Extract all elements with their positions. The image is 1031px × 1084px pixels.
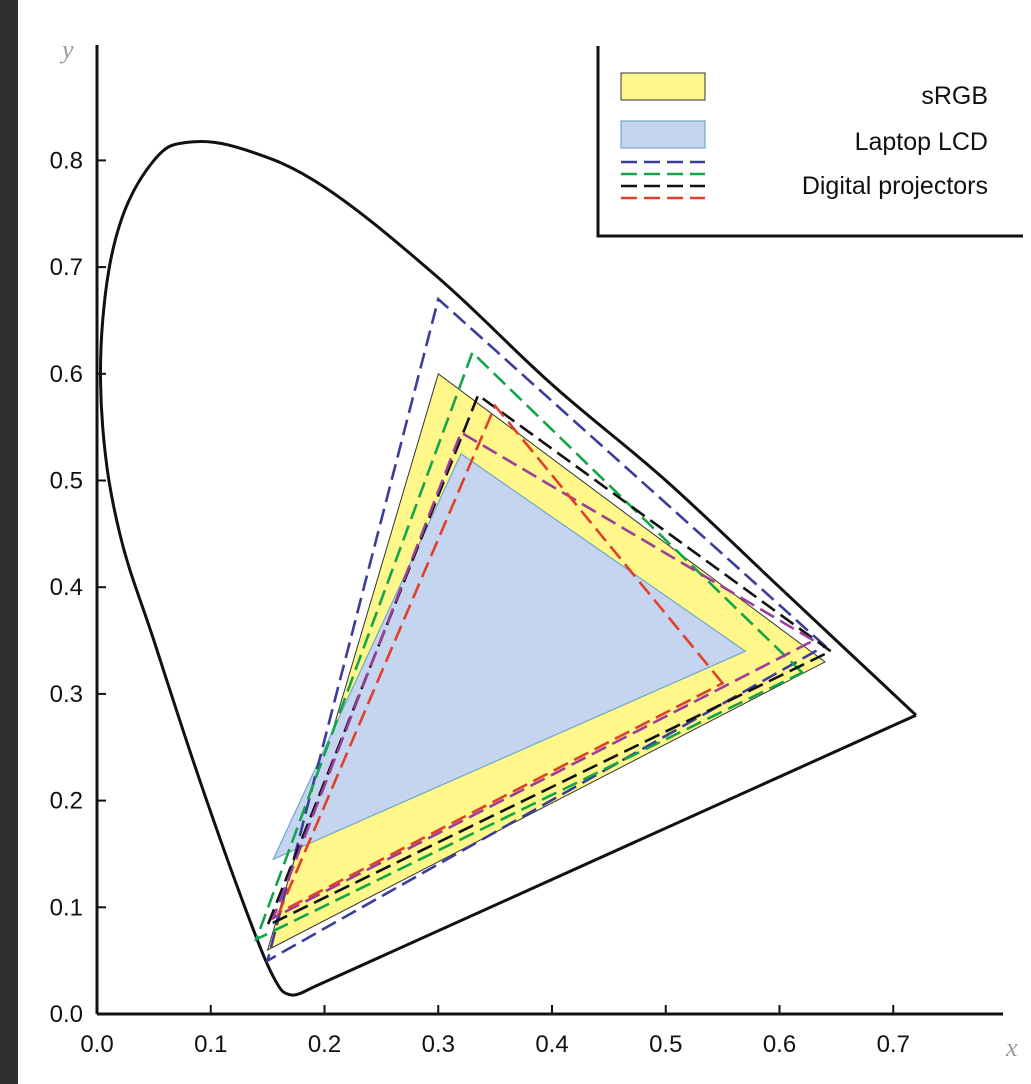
y-tick-label: 0.1 bbox=[50, 894, 83, 921]
x-tick-label: 0.5 bbox=[649, 1031, 682, 1058]
x-tick-label: 0.0 bbox=[80, 1031, 113, 1058]
y-tick-label: 0.6 bbox=[50, 361, 83, 388]
laptop-lcd-gamut-triangle bbox=[272, 452, 747, 861]
y-axis-label: y bbox=[59, 35, 74, 64]
projector-gamut-1 bbox=[265, 296, 828, 964]
x-tick-label: 0.1 bbox=[194, 1031, 227, 1058]
projector-gamut-4 bbox=[270, 430, 817, 921]
plot-layer bbox=[98, 139, 918, 997]
projector-gamut-5 bbox=[276, 403, 725, 916]
y-tick-label: 0.5 bbox=[50, 468, 83, 495]
legend-swatch-laptop-lcd bbox=[620, 120, 706, 149]
x-tick-label: 0.6 bbox=[763, 1031, 796, 1058]
legend-label-srgb: sRGB bbox=[921, 82, 988, 110]
y-tick-label: 0.2 bbox=[50, 788, 83, 815]
y-tick-label: 0.3 bbox=[50, 681, 83, 708]
y-tick-label: 0.4 bbox=[50, 574, 83, 601]
x-tick-label: 0.4 bbox=[535, 1031, 568, 1058]
legend-label-laptop-lcd: Laptop LCD bbox=[855, 128, 988, 156]
y-tick-label: 0.7 bbox=[50, 254, 83, 281]
chart-panel: sRGB Laptop LCD Digital projectors 0.0 0.1 0… bbox=[18, 0, 1031, 1084]
legend-border bbox=[596, 46, 1023, 238]
projector-gamut-2 bbox=[253, 350, 805, 942]
x-tick-label: 0.2 bbox=[308, 1031, 341, 1058]
legend-swatch-srgb bbox=[620, 72, 706, 101]
x-tick-label: 0.7 bbox=[877, 1031, 910, 1058]
y-tick-label: 0.8 bbox=[50, 147, 83, 174]
legend: sRGB Laptop LCD Digital projectors bbox=[596, 46, 1023, 238]
x-axis-label: x bbox=[1005, 1033, 1018, 1062]
legend-label-digital-projectors: Digital projectors bbox=[802, 172, 988, 200]
axes: 0.0 0.1 0.2 0.3 0.4 0.5 0.6 0.7 0.8 0.0 0.1 0.2 0.3 0… bbox=[50, 35, 1018, 1062]
x-tick-label: 0.3 bbox=[422, 1031, 455, 1058]
spectral-locus-curve bbox=[98, 139, 918, 997]
y-tick-label: 0.0 bbox=[50, 1001, 83, 1028]
